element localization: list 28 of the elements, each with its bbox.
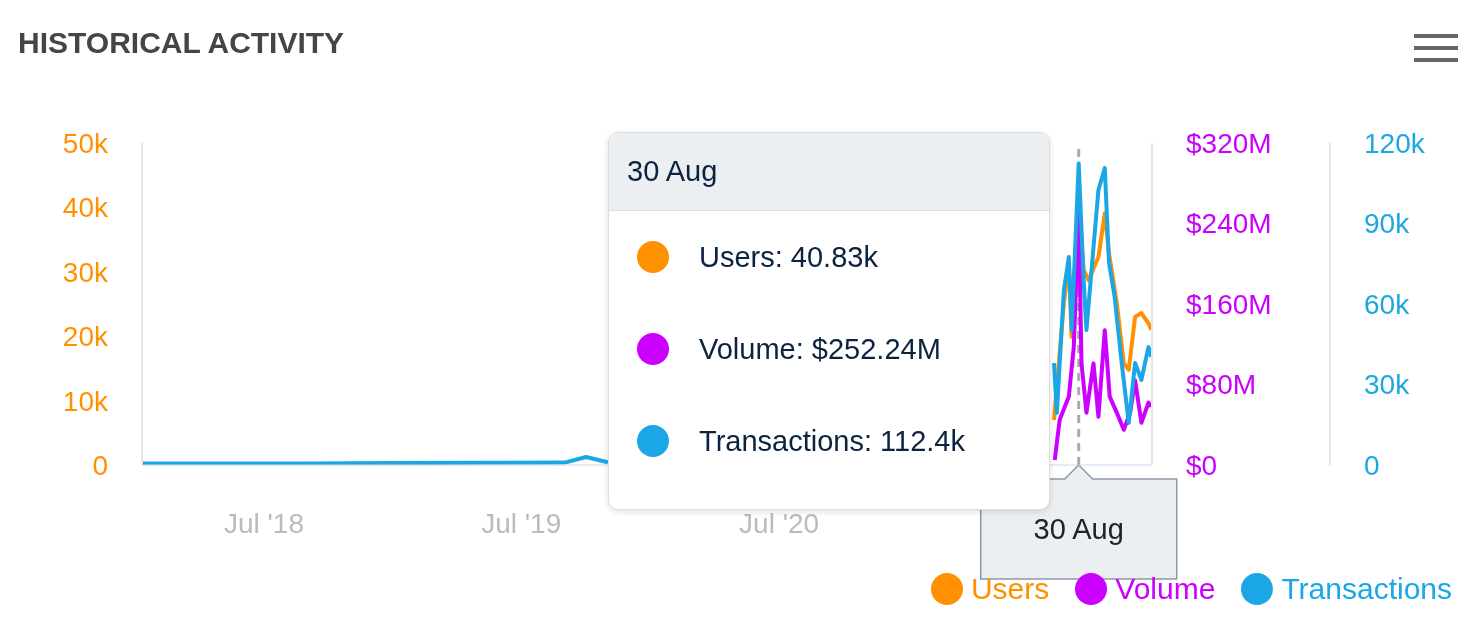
chart-title: HISTORICAL ACTIVITY [18,26,345,60]
y3-tick-label: 120k [1364,127,1426,159]
y-tick-label: 20k [62,321,109,353]
y-tick-label: 50k [62,127,109,159]
y-tick-label: 10k [62,385,109,417]
y3-tick-label: 60k [1364,288,1411,320]
y2-tick-label: $0 [1186,449,1218,481]
x-tick-label: Jul '20 [739,507,820,539]
y3-tick-label: 30k [1364,369,1411,401]
annotation: Users: 40.83k [699,240,878,274]
y3-tick-label: 90k [1364,208,1411,240]
annotation: Volume: $252.24M [699,332,941,366]
x-tick-label: Jul '19 [481,507,562,539]
legend-label: Volume [1115,572,1216,606]
y2-tick-label: $320M [1186,127,1272,159]
y2-tick-label: $240M [1186,208,1272,240]
y2-tick-label: $80M [1186,369,1257,401]
y3-tick-label: 0 [1364,449,1380,481]
y-tick-label: 40k [62,192,109,224]
x-tick-label: Jul '18 [223,507,304,539]
annotation: 30 Aug [609,133,1049,211]
y2-tick-label: $160M [1186,288,1272,320]
y-tick-label: 30k [62,256,109,288]
y-tick-label: 0 [92,449,108,481]
legend-label: Users [970,572,1050,606]
ref-line-label: 30 Aug [1033,513,1124,545]
annotation: Transactions: 112.4k [699,424,965,458]
legend-label: Transactions [1281,572,1452,606]
